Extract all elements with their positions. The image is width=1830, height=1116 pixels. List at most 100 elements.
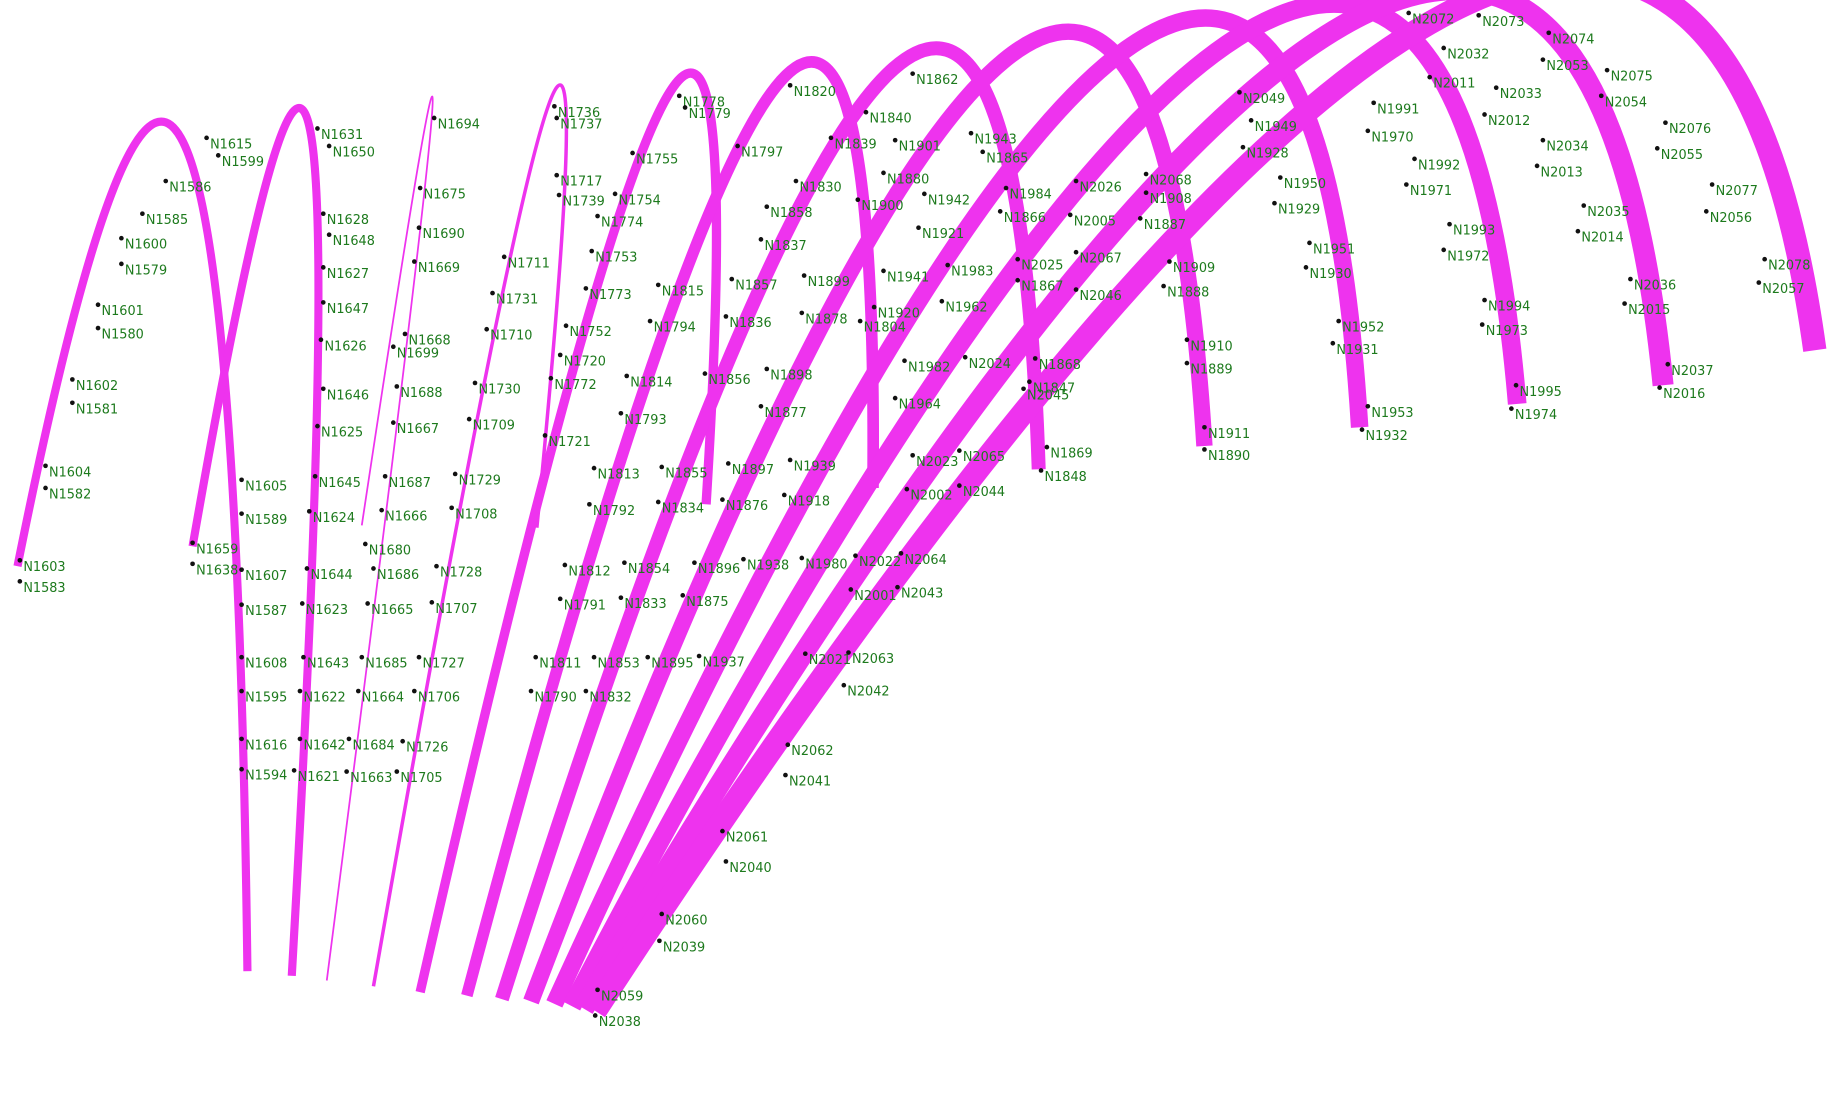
node-label: N1895 — [651, 657, 693, 672]
node-dot — [1371, 100, 1377, 106]
node-label: N1867 — [1021, 280, 1063, 295]
node-dot — [785, 742, 791, 748]
node-dot — [922, 191, 927, 197]
node-dot — [764, 366, 770, 372]
node-dot — [1534, 163, 1540, 169]
node-label: N1772 — [554, 378, 596, 393]
node-label: N1920 — [878, 307, 920, 322]
node-label: N2056 — [1710, 211, 1752, 226]
node-dot — [735, 143, 740, 149]
node-label: N2025 — [1021, 259, 1063, 274]
node-dot — [239, 688, 244, 694]
node-label: N1953 — [1371, 406, 1413, 421]
node-dot — [299, 601, 305, 606]
node-dot — [910, 71, 915, 76]
node-dot — [1137, 216, 1143, 221]
node-label: N1626 — [324, 339, 366, 354]
node-dot — [1277, 175, 1283, 180]
node-label: N1665 — [371, 603, 413, 618]
node-dot — [655, 499, 661, 505]
node-dot — [1272, 200, 1277, 206]
node-dot — [1476, 12, 1482, 18]
node-label: N1599 — [222, 155, 264, 170]
node-dot — [618, 410, 624, 416]
node-dot — [1073, 249, 1079, 255]
node-dot — [554, 115, 560, 121]
node-dot — [533, 654, 539, 660]
node-label: N1908 — [1150, 192, 1192, 207]
node-label: N2013 — [1541, 165, 1583, 180]
node-dot — [682, 105, 688, 110]
node-dot — [1143, 171, 1149, 177]
node-label: N1848 — [1045, 470, 1087, 485]
node-dot — [892, 395, 898, 401]
node-label: N1705 — [400, 771, 442, 786]
node-label: N2073 — [1482, 15, 1524, 30]
node-label: N1710 — [490, 329, 532, 344]
node-label: N1589 — [245, 513, 287, 528]
node-dot — [362, 541, 368, 547]
node-dot — [326, 143, 332, 149]
node-label: N1709 — [473, 419, 515, 434]
node-label: N1866 — [1004, 211, 1046, 226]
node-dot — [320, 211, 326, 217]
node-dot — [95, 325, 101, 331]
node-label: N1645 — [319, 476, 361, 491]
node-dot — [618, 595, 624, 601]
node-dot — [595, 213, 600, 219]
node-label: N2026 — [1080, 181, 1122, 196]
node-dot — [190, 561, 195, 567]
node-dot — [542, 433, 548, 438]
node-dot — [702, 371, 708, 376]
node-dot — [1654, 146, 1660, 151]
node-label: N2001 — [854, 589, 896, 604]
node-dot — [501, 254, 507, 260]
node-label: N1855 — [665, 466, 707, 481]
node-label: N1699 — [397, 346, 439, 361]
node-label: N2049 — [1243, 92, 1285, 107]
node-label: N1813 — [598, 468, 640, 483]
node-dot — [17, 579, 23, 584]
node-label: N2034 — [1546, 140, 1588, 155]
node-dot — [484, 326, 490, 332]
node-dot — [1581, 203, 1587, 208]
node-dot — [556, 192, 562, 198]
node-dot — [881, 170, 886, 176]
node-label: N1624 — [313, 511, 355, 526]
node-label: N1972 — [1447, 249, 1489, 264]
node-label: N1773 — [589, 288, 631, 303]
node-dot — [1184, 337, 1190, 343]
node-dot — [799, 310, 805, 316]
node-dot — [190, 540, 195, 546]
node-label: N1729 — [459, 473, 501, 488]
node-dot — [863, 109, 869, 115]
node-label: N1650 — [333, 146, 375, 161]
node-dot — [434, 563, 439, 569]
arches — [13, 0, 1827, 1018]
node-dot — [916, 225, 921, 231]
node-label: N2045 — [1027, 388, 1069, 403]
node-dot — [204, 135, 209, 141]
node-label: N1839 — [834, 137, 876, 152]
node-dot — [431, 115, 437, 121]
node-label: N1918 — [788, 494, 830, 509]
node-label: N1941 — [887, 270, 929, 285]
node-label: N2068 — [1150, 174, 1192, 189]
node-label: N1615 — [210, 137, 252, 152]
arch — [523, 23, 1213, 1005]
node-dot — [1657, 385, 1662, 390]
node-dot — [591, 654, 597, 660]
node-label: N1608 — [245, 657, 287, 672]
node-dot — [622, 560, 627, 566]
node-dot — [657, 938, 662, 944]
node-label: N1900 — [861, 199, 903, 214]
node-label: N1638 — [196, 563, 238, 578]
node-dot — [297, 688, 303, 694]
node-dot — [390, 344, 396, 350]
node-label: N1694 — [438, 118, 480, 133]
node-label: N1815 — [662, 284, 704, 299]
node-dot — [659, 911, 665, 917]
node-dot — [411, 259, 417, 264]
node-dot — [1330, 340, 1336, 346]
node-dot — [1161, 283, 1166, 289]
